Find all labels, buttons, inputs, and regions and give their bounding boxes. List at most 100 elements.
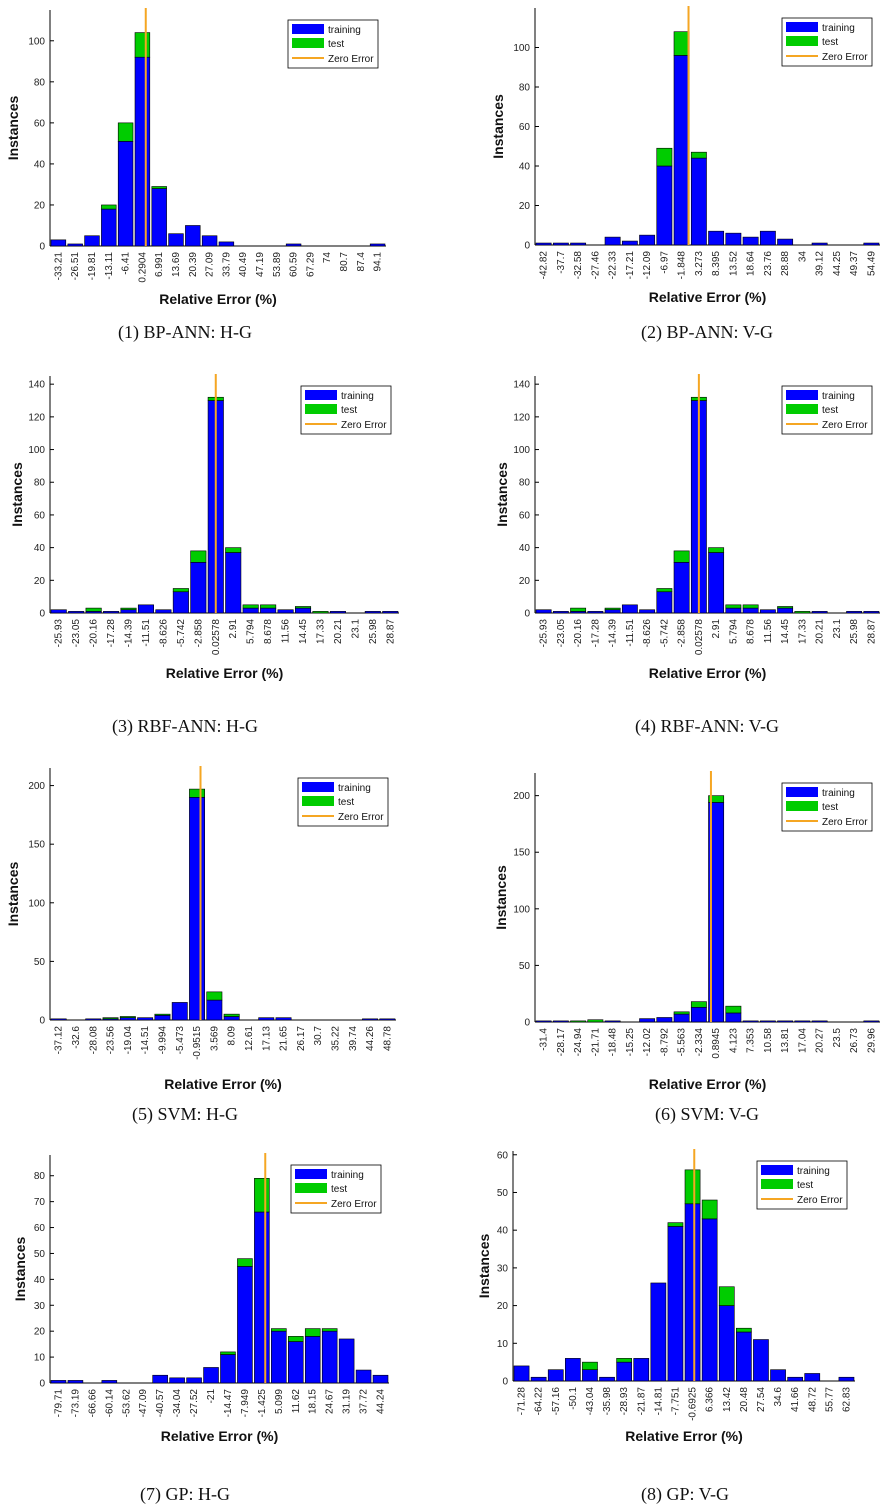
y-tick-label: 0: [524, 241, 530, 252]
bar-training: [656, 1017, 673, 1023]
x-tick-label: -26.51: [70, 252, 81, 281]
legend: training test Zero Error: [297, 777, 389, 827]
x-tick-label: 29.96: [866, 1028, 877, 1053]
legend-label-zero: Zero Error: [797, 1195, 843, 1206]
chart-panel-4: 0 20 40 60 80 100 120 140 -25.93 -23.05 -20.16 -17.…: [494, 374, 880, 737]
bar-test: [321, 1328, 338, 1332]
bar-training: [684, 1203, 701, 1382]
y-tick-label: 10: [34, 1353, 46, 1364]
bar-test: [220, 1351, 236, 1355]
x-tick-label: -2.858: [193, 619, 204, 648]
y-tick-label: 40: [497, 1226, 509, 1237]
bar-training: [759, 609, 776, 614]
y-tick-label: 200: [513, 791, 530, 802]
y-tick-label: 120: [513, 412, 530, 423]
y-axis-title: Instances: [5, 95, 21, 160]
y-axis-title: Instances: [5, 861, 21, 926]
x-tick-label: 21.65: [279, 1026, 290, 1051]
x-tick-label: 6.366: [705, 1387, 716, 1412]
bar-test: [254, 1178, 270, 1213]
bar-training: [582, 1369, 598, 1382]
x-tick-label: 13.81: [780, 1028, 791, 1053]
bar-training: [552, 611, 569, 614]
y-axis-title: Instances: [494, 462, 510, 527]
chart-panel-6: 0 50 100 150 200 -31.4 -28.17 -24.94 -21.71 -18.4…: [493, 771, 880, 1125]
legend-swatch-test: [786, 404, 818, 414]
y-tick-label: 40: [34, 543, 46, 554]
x-tick-label: 44.26: [365, 1026, 376, 1051]
bar-training: [759, 230, 776, 246]
bar-training: [237, 1266, 253, 1384]
x-tick-label: -11.51: [625, 619, 636, 647]
bar-test: [673, 1011, 690, 1015]
bar-test: [223, 1013, 240, 1017]
bar-training: [254, 1211, 270, 1384]
x-tick-label: 26.17: [296, 1026, 307, 1051]
x-tick-label: 0.02578: [211, 619, 222, 656]
panel-caption: (5) SVM: H-G: [132, 1104, 238, 1125]
bar-training: [742, 1020, 759, 1023]
x-tick-label: 55.77: [824, 1387, 835, 1412]
legend: training test Zero Error: [781, 17, 873, 67]
x-tick-label: 13.69: [171, 252, 182, 277]
x-tick-label: -42.82: [539, 251, 550, 280]
panel-caption: (1) BP-ANN: H-G: [118, 322, 252, 343]
legend-swatch-training: [305, 390, 337, 400]
x-tick-label: -23.05: [71, 619, 82, 648]
legend-swatch-training: [302, 782, 334, 792]
x-tick-label: 20.21: [333, 619, 344, 644]
legend-label-test: test: [341, 405, 357, 416]
bar-training: [271, 1330, 287, 1384]
x-tick-label: 44.25: [832, 251, 843, 276]
x-tick-label: -60.14: [104, 1389, 115, 1418]
x-tick-label: 25.98: [368, 619, 379, 644]
bar-training: [599, 1376, 615, 1382]
x-tick-label: 48.72: [807, 1387, 818, 1412]
y-tick-label: 100: [513, 904, 530, 915]
bar-test: [151, 186, 167, 189]
bar-training: [50, 1380, 67, 1384]
x-tick-label: -20.16: [89, 619, 100, 648]
bar-training: [172, 591, 189, 614]
bar-test: [242, 604, 259, 609]
bar-training: [168, 233, 184, 247]
bar-training: [218, 241, 235, 247]
x-tick-label: 24.67: [325, 1389, 336, 1414]
x-tick-label: 20.21: [815, 619, 826, 644]
x-tick-label: 40.49: [238, 252, 249, 277]
bar-training: [708, 230, 725, 246]
bar-training: [50, 609, 67, 614]
x-tick-label: -9.994: [157, 1026, 168, 1055]
x-tick-label: 3.569: [209, 1026, 220, 1051]
x-tick-label: 5.794: [246, 619, 257, 644]
y-tick-label: 60: [34, 510, 46, 521]
y-tick-label: 0: [39, 609, 45, 620]
bar-training: [656, 165, 673, 246]
chart-panel-8: 0 10 20 30 40 50 60 -71.28 -64.22 -57.16 -50.1 -43.…: [476, 1149, 855, 1505]
x-tick-label: 8.395: [711, 251, 722, 276]
y-tick-label: 20: [34, 576, 46, 587]
x-tick-label: 12.61: [244, 1026, 255, 1051]
x-axis-title: Relative Error (%): [161, 1428, 278, 1444]
y-tick-label: 30: [34, 1301, 46, 1312]
bar-training: [690, 1006, 707, 1023]
x-tick-label: 14.45: [780, 619, 791, 644]
x-tick-label: 28.88: [780, 251, 791, 276]
bar-training: [621, 240, 638, 246]
x-tick-label: 17.04: [797, 1028, 808, 1053]
x-tick-label: 11.62: [291, 1389, 302, 1414]
bar-training: [777, 607, 794, 614]
bar-training: [770, 1369, 786, 1382]
x-tick-label: -19.04: [123, 1026, 134, 1055]
bar-training: [650, 1282, 667, 1382]
bar-training: [742, 607, 759, 614]
x-tick-label: -40.57: [155, 1389, 166, 1418]
bar-test: [287, 1336, 304, 1342]
bar-training: [372, 1374, 389, 1384]
bar-test: [673, 550, 690, 563]
bar-training: [362, 1018, 378, 1021]
legend-label-test: test: [822, 37, 838, 48]
bar-training: [742, 236, 759, 246]
bar-training: [759, 1020, 776, 1023]
bar-test: [718, 1286, 735, 1306]
